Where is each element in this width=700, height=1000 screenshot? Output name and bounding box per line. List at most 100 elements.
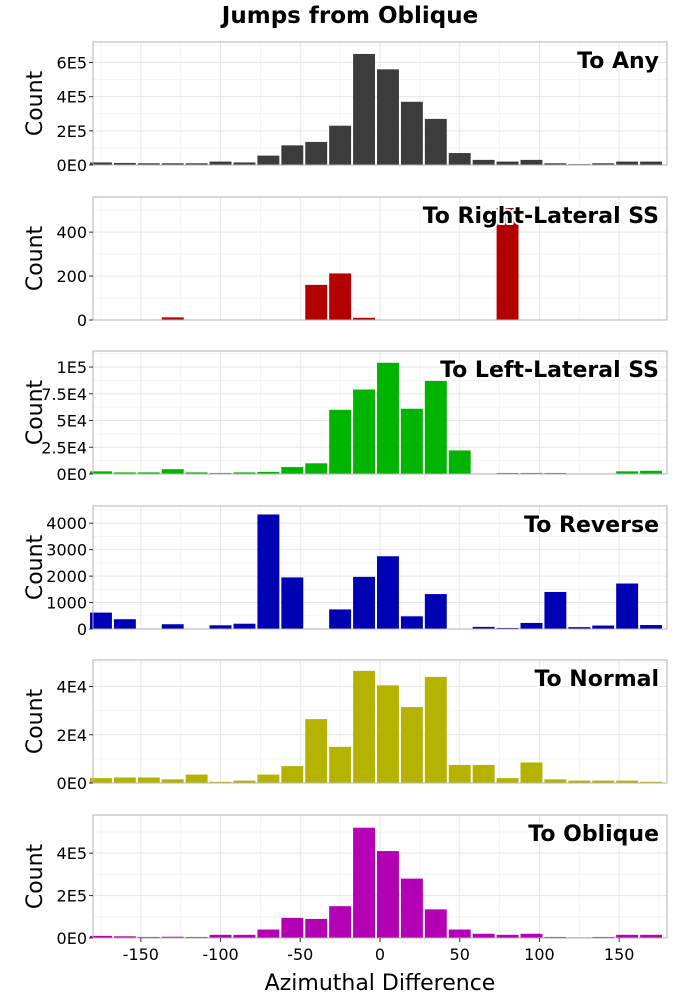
y-tick-label: 200 — [56, 267, 87, 286]
bar — [233, 780, 256, 783]
x-tick-label: -50 — [287, 945, 313, 964]
bar — [329, 906, 352, 938]
bar — [305, 719, 328, 783]
bar — [448, 450, 471, 474]
x-tick-label: 50 — [450, 945, 470, 964]
bar — [616, 583, 639, 629]
bar — [353, 317, 376, 320]
bar — [496, 627, 519, 629]
bar — [185, 936, 208, 938]
bar — [424, 909, 447, 938]
bar — [400, 707, 423, 783]
bar — [568, 627, 591, 629]
bar — [137, 777, 160, 783]
y-tick-label: 4E5 — [57, 844, 87, 863]
bar — [113, 936, 136, 938]
panel-border — [92, 350, 668, 475]
bar — [90, 778, 112, 783]
y-tick-label: 400 — [56, 223, 87, 242]
bar — [544, 472, 567, 474]
bar — [90, 162, 112, 165]
bar — [113, 777, 136, 783]
bar — [616, 471, 639, 474]
y-tick-label: 6E5 — [57, 54, 87, 73]
bar — [472, 933, 495, 938]
y-tick-label: 1000 — [46, 594, 87, 613]
bar — [281, 917, 304, 938]
bar — [353, 389, 376, 474]
y-tick-label: 2.5E4 — [41, 438, 87, 457]
bar — [161, 163, 184, 165]
bar — [400, 616, 423, 629]
y-tick-label: 2E5 — [57, 122, 87, 141]
y-tick-label: 1E5 — [57, 358, 87, 377]
x-axis: -150 -100 -50 0 50 100 150 — [123, 938, 634, 964]
bar — [281, 145, 304, 165]
bar — [592, 780, 615, 783]
bar — [161, 936, 184, 938]
bar — [424, 380, 447, 474]
bar — [233, 623, 256, 629]
panel-border — [92, 659, 668, 784]
bar — [305, 141, 328, 165]
bar — [592, 625, 615, 629]
bar — [496, 934, 519, 938]
bar — [640, 625, 663, 629]
bar — [353, 53, 376, 166]
bar — [592, 163, 615, 165]
panel-annotation: To Any — [577, 49, 659, 74]
panel-annotation-halo: To Right-Lateral SS — [423, 204, 659, 229]
bar — [209, 781, 232, 783]
bar — [544, 163, 567, 165]
bar — [185, 163, 208, 165]
bar — [377, 69, 399, 165]
bar — [616, 161, 639, 165]
bar — [209, 934, 232, 938]
y-tick-label: 7.5E4 — [41, 385, 87, 404]
bar — [281, 577, 304, 629]
y-axis-label: Count — [23, 70, 48, 136]
bar — [353, 576, 376, 629]
bar — [209, 625, 232, 629]
panel-border — [92, 41, 668, 166]
bar — [281, 766, 304, 783]
panel-annotation-halo: To Normal — [534, 667, 659, 692]
bar — [448, 929, 471, 938]
y-axis-label: Count — [23, 379, 48, 445]
panel-annotation-halo: To Left-Lateral SS — [440, 358, 659, 383]
y-axis-label: Count — [23, 225, 48, 291]
bar — [329, 609, 352, 629]
bar — [305, 284, 328, 320]
y-tick-label: 2E4 — [57, 726, 87, 745]
bar — [137, 936, 160, 938]
bar — [377, 851, 399, 938]
bar — [257, 471, 280, 474]
bar — [353, 670, 376, 783]
bar — [400, 101, 423, 165]
y-tick-label: 2000 — [46, 567, 87, 586]
bar — [520, 762, 543, 783]
bar — [113, 619, 136, 629]
bar — [544, 591, 567, 629]
x-tick-label: -150 — [123, 945, 159, 964]
bar — [472, 764, 495, 783]
bar — [113, 472, 136, 474]
bar — [185, 472, 208, 474]
bar — [209, 161, 232, 165]
y-tick-label: 0E0 — [57, 156, 87, 175]
panel-border — [92, 505, 668, 630]
y-tick-label: 0E0 — [57, 929, 87, 948]
bar — [377, 556, 399, 629]
bar — [496, 778, 519, 783]
bar — [496, 207, 519, 320]
y-tick-label: 5E4 — [57, 412, 87, 431]
bar — [400, 408, 423, 474]
bar — [520, 472, 543, 474]
bar — [90, 471, 112, 474]
bar — [568, 780, 591, 783]
bar — [640, 470, 663, 474]
bar — [616, 780, 639, 783]
